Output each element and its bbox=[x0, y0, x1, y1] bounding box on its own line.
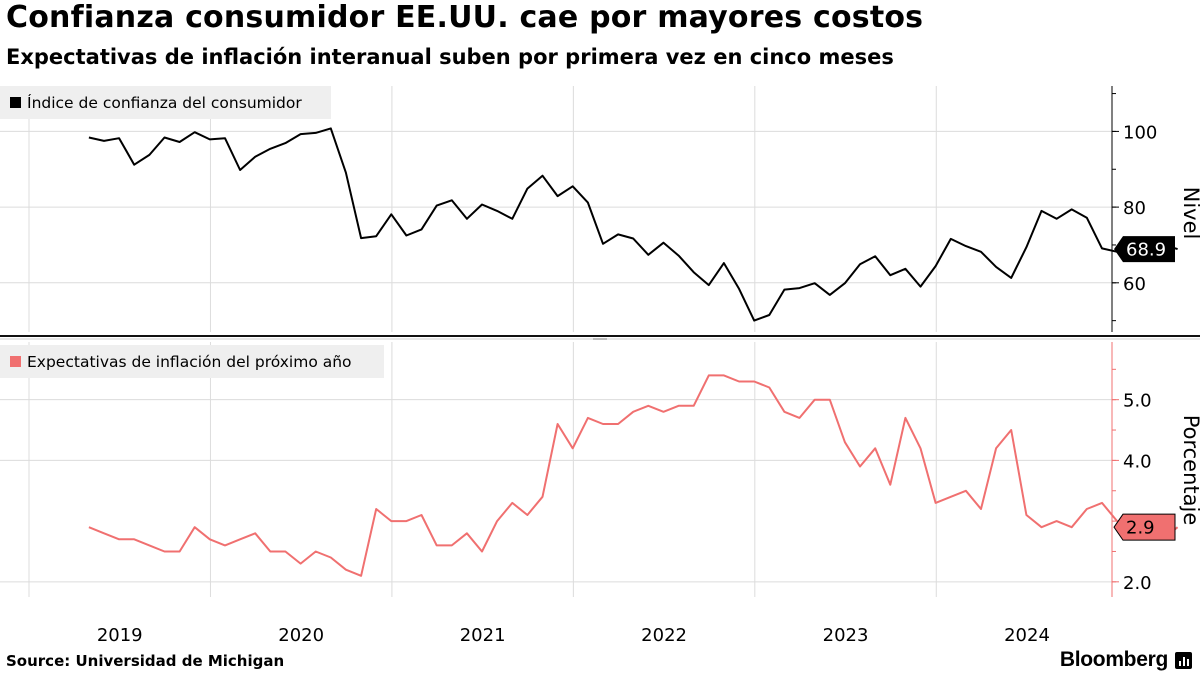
x-tick-label: 2022 bbox=[641, 625, 687, 646]
last-value-label-confidence: 68.9 bbox=[1126, 240, 1166, 261]
x-tick-label: 2024 bbox=[1004, 625, 1050, 646]
y-axis-label-confidence: Nivel bbox=[1179, 187, 1200, 240]
legend-box-confidence bbox=[0, 86, 331, 119]
y-tick-label-confidence: 100 bbox=[1123, 122, 1157, 143]
y-tick-label-inflation: 2.0 bbox=[1123, 573, 1152, 594]
legend-swatch-inflation bbox=[10, 356, 21, 367]
x-tick-label: 2023 bbox=[823, 625, 869, 646]
brand-logo-text: Bloomberg bbox=[1059, 648, 1168, 671]
y-tick-label-confidence: 60 bbox=[1123, 274, 1146, 295]
axis-ticks: 60 80 100 2.0 4.0 5.0 bbox=[1112, 93, 1157, 594]
y-tick-label-inflation: 5.0 bbox=[1123, 391, 1152, 412]
series-line-confidence bbox=[88, 127, 1178, 322]
legend-box-inflation bbox=[0, 345, 384, 378]
legend-label-confidence: Índice de confianza del consumidor bbox=[27, 93, 302, 112]
source-note: Source: Universidad de Michigan bbox=[6, 652, 285, 670]
x-tick-label: 2020 bbox=[278, 625, 324, 646]
grid-lines bbox=[0, 86, 1112, 597]
chart-subtitle: Expectativas de inflación interanual sub… bbox=[6, 45, 894, 69]
y-tick-label-inflation: 4.0 bbox=[1123, 451, 1152, 472]
last-value-label-inflation: 2.9 bbox=[1126, 518, 1155, 539]
chart-title: Confianza consumidor EE.UU. cae por mayo… bbox=[6, 0, 924, 35]
last-value-callout-inflation bbox=[1113, 513, 1176, 541]
x-axis-labels: 2019 2020 2021 2022 2023 2024 bbox=[97, 625, 1050, 646]
series-line-inflation bbox=[88, 374, 1179, 577]
y-axis-label-inflation: Porcentaje bbox=[1179, 415, 1200, 526]
last-value-callout-confidence bbox=[1114, 236, 1175, 263]
x-tick-label: 2019 bbox=[97, 625, 143, 646]
y-tick-label-confidence: 80 bbox=[1123, 198, 1146, 219]
bloomberg-chart-icon bbox=[1175, 652, 1192, 669]
legend-label-inflation: Expectativas de inflación del próximo añ… bbox=[27, 353, 352, 371]
legend-swatch-confidence bbox=[10, 97, 21, 108]
x-tick-label: 2021 bbox=[460, 625, 506, 646]
